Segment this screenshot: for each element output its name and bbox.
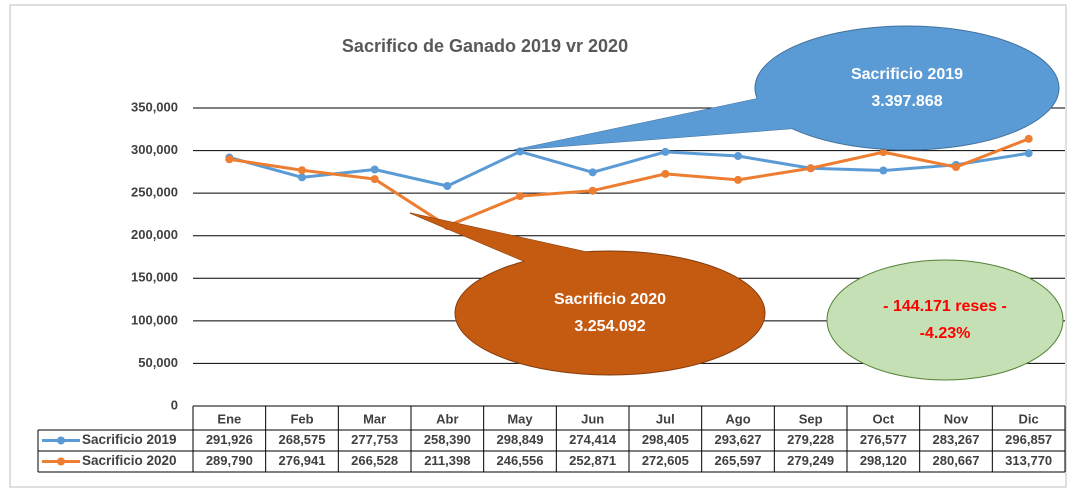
x-tick-label: May xyxy=(507,411,533,426)
table-value: 266,528 xyxy=(351,453,398,468)
x-tick-label: Abr xyxy=(436,411,458,426)
table-value: 246,556 xyxy=(497,453,544,468)
table-value: 276,577 xyxy=(860,432,907,447)
table-value: 298,405 xyxy=(642,432,689,447)
y-tick-label: 200,000 xyxy=(131,227,178,242)
legend-marker xyxy=(57,457,65,466)
x-tick-label: Ene xyxy=(217,411,241,426)
table-value: 272,605 xyxy=(642,453,689,468)
table-value: 252,871 xyxy=(569,453,616,468)
x-tick-label: Ago xyxy=(725,411,750,426)
callout xyxy=(754,25,1060,151)
data-point xyxy=(443,181,452,190)
callout-pointer-fill xyxy=(514,96,800,150)
data-point xyxy=(879,148,888,157)
callout-text: - 144.171 reses - xyxy=(883,298,1007,315)
data-point xyxy=(588,186,597,195)
chart-title: Sacrifico de Ganado 2019 vr 2020 xyxy=(342,36,628,56)
callout-text: 3.254.092 xyxy=(574,318,645,335)
x-tick-label: Dic xyxy=(1019,411,1039,426)
table-value: 258,390 xyxy=(424,432,471,447)
table-value: 279,228 xyxy=(787,432,834,447)
data-point xyxy=(1024,134,1033,143)
x-tick-label: Oct xyxy=(872,411,894,426)
x-tick-label: Jun xyxy=(581,411,604,426)
table-value: 298,849 xyxy=(497,432,544,447)
legend-label: Sacrificio 2019 xyxy=(82,432,177,447)
data-point xyxy=(734,151,742,160)
y-tick-label: 50,000 xyxy=(138,355,178,370)
x-tick-label: Sep xyxy=(799,411,823,426)
data-point xyxy=(734,175,742,184)
x-tick-label: Nov xyxy=(944,411,969,426)
series-line xyxy=(229,137,1030,228)
callout xyxy=(454,250,766,376)
data-point xyxy=(370,175,379,184)
table-value: 313,770 xyxy=(1005,453,1052,468)
data-point xyxy=(298,173,306,182)
data-point xyxy=(225,155,234,164)
data-point xyxy=(298,166,306,175)
table-value: 283,267 xyxy=(933,432,980,447)
x-tick-label: Mar xyxy=(363,411,386,426)
callout-text: Sacrificio 2019 xyxy=(851,66,963,83)
callout-text: 3.397.868 xyxy=(871,93,942,110)
table-value: 211,398 xyxy=(424,453,470,468)
y-tick-label: 350,000 xyxy=(131,99,178,114)
table-value: 274,414 xyxy=(569,432,617,447)
table-value: 289,790 xyxy=(206,453,253,468)
callout-text: -4.23% xyxy=(920,325,971,342)
data-point xyxy=(806,164,815,173)
series-line xyxy=(228,149,1029,188)
callout xyxy=(826,259,1064,381)
table-value: 298,120 xyxy=(860,453,907,468)
x-tick-label: Feb xyxy=(290,411,313,426)
y-tick-label: 100,000 xyxy=(131,312,178,327)
table-value: 276,941 xyxy=(279,453,326,468)
data-point xyxy=(588,168,597,177)
table-value: 265,597 xyxy=(715,453,762,468)
data-point xyxy=(370,165,379,174)
y-tick-label: 300,000 xyxy=(131,142,178,157)
x-tick-label: Jul xyxy=(656,411,675,426)
y-tick-label: 150,000 xyxy=(131,270,178,285)
callout-text: Sacrificio 2020 xyxy=(554,291,666,308)
data-point xyxy=(661,147,670,156)
table-value: 296,857 xyxy=(1005,432,1052,447)
data-point xyxy=(952,163,960,172)
data-point xyxy=(879,166,888,175)
data-point xyxy=(1024,149,1033,158)
legend-label: Sacrificio 2020 xyxy=(82,453,177,468)
legend-marker xyxy=(57,436,65,445)
table-value: 277,753 xyxy=(351,432,398,447)
table-value: 279,249 xyxy=(787,453,834,468)
table-value: 268,575 xyxy=(279,432,326,447)
table-value: 293,627 xyxy=(715,432,762,447)
table-value: 280,667 xyxy=(933,453,980,468)
y-tick-label: 0 xyxy=(171,397,178,412)
y-tick-label: 250,000 xyxy=(131,185,178,200)
data-point xyxy=(516,192,524,201)
data-point xyxy=(661,169,670,178)
table-value: 291,926 xyxy=(206,432,253,447)
callout-pointer-fill xyxy=(410,213,600,268)
